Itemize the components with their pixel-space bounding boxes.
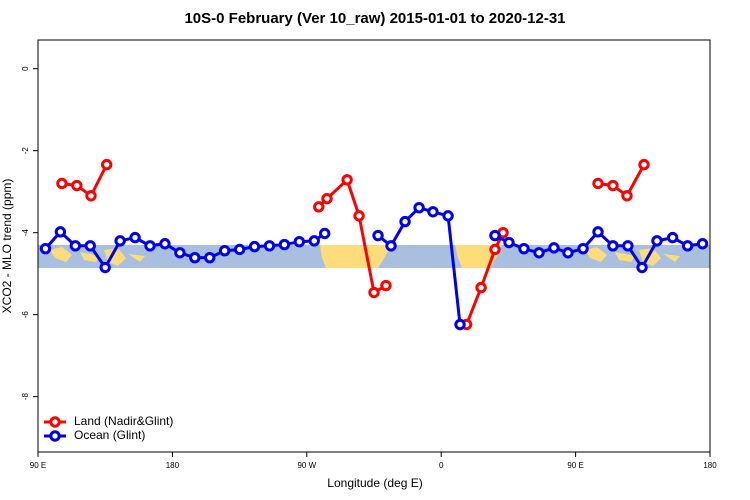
point (69, 240, 82, 252)
point (144, 240, 156, 252)
point (321, 192, 333, 205)
point (56, 177, 68, 190)
point (189, 251, 201, 264)
point (385, 240, 397, 252)
point (174, 247, 186, 259)
y-tick-label: 0 (21, 66, 30, 71)
point (636, 261, 648, 274)
point (313, 201, 325, 213)
point (638, 158, 650, 171)
point (319, 227, 331, 240)
point (399, 215, 411, 228)
point (577, 242, 589, 255)
plot-frame (37, 39, 711, 453)
point (621, 190, 633, 202)
point (100, 158, 113, 171)
point (353, 210, 365, 222)
x-axis-label: Longitude (deg E) (327, 476, 422, 490)
point (293, 235, 306, 248)
point (503, 236, 515, 249)
x-tick-label: 90 W (297, 461, 316, 470)
point (341, 174, 353, 186)
land-patch (320, 245, 392, 268)
land-patch (585, 247, 680, 266)
point (84, 240, 96, 252)
point (696, 238, 709, 250)
y-tick-label: -2 (21, 147, 30, 155)
point (71, 179, 83, 192)
point (85, 190, 97, 202)
point (475, 281, 487, 294)
legend-label: Ocean (Glint) (74, 428, 145, 442)
point (380, 279, 392, 292)
point (114, 235, 126, 247)
point (308, 235, 320, 247)
legend-marker (49, 416, 61, 428)
point (442, 210, 454, 222)
x-tick-label: 180 (166, 461, 180, 470)
point (651, 235, 663, 247)
point (607, 179, 619, 192)
point (233, 243, 246, 256)
x-tick-label: 180 (703, 461, 717, 470)
x-tick-label: 90 E (567, 461, 583, 470)
point (413, 201, 425, 214)
y-axis-label: XCO2 - MLO trend (ppm) (0, 179, 14, 314)
point (548, 242, 560, 254)
point (218, 245, 231, 257)
point (248, 240, 261, 253)
series-line (61, 163, 646, 326)
point (159, 238, 171, 250)
point (592, 226, 604, 238)
point (518, 242, 530, 255)
point (427, 206, 439, 218)
point (666, 231, 679, 244)
point (204, 251, 216, 264)
y-tick-label: -4 (21, 229, 30, 237)
x-tick-label: 90 E (30, 461, 46, 470)
point (129, 231, 141, 244)
chart-title: 10S-0 February (Ver 10_raw) 2015-01-01 t… (184, 10, 565, 27)
point (278, 238, 291, 251)
y-tick-label: -6 (21, 311, 30, 319)
legend-marker (49, 430, 61, 442)
point (99, 261, 111, 274)
point (681, 240, 694, 252)
point (263, 240, 276, 252)
point (368, 286, 380, 299)
point (592, 177, 604, 190)
point (54, 226, 67, 238)
y-tick-label: -8 (21, 393, 30, 401)
point (489, 229, 501, 242)
point (607, 240, 619, 252)
point (489, 243, 501, 256)
point (454, 318, 466, 331)
point (39, 242, 52, 255)
point (372, 229, 384, 242)
x-tick-label: 0 (439, 461, 444, 470)
legend-label: Land (Nadir&Glint) (74, 414, 173, 428)
point (622, 240, 634, 252)
point (562, 247, 574, 259)
point (533, 247, 545, 259)
